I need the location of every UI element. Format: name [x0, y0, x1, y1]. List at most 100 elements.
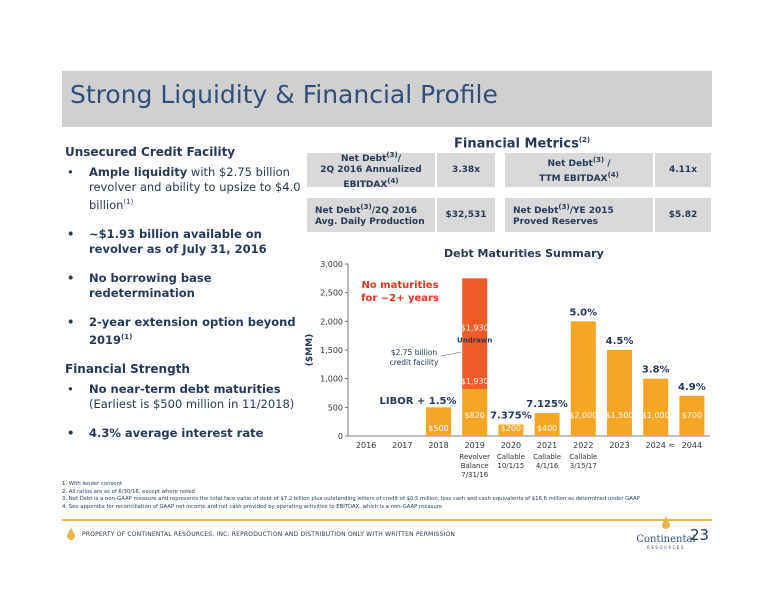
- bullet-dot: •: [67, 381, 74, 396]
- credit-facility-heading: Unsecured Credit Facility: [65, 145, 236, 159]
- rate-label: 4.5%: [606, 336, 634, 347]
- x-tick-label: 2018: [428, 441, 448, 450]
- bullet-available-text: ~$1.93 billion available on revolver as …: [89, 226, 267, 256]
- bar: [643, 378, 669, 436]
- y-tick-label: 3,000: [320, 260, 343, 269]
- bar-value-label: $400: [537, 424, 557, 433]
- bar-value-label: $200: [501, 424, 521, 433]
- bar: [462, 278, 488, 389]
- bullet-maturities-text: (Earliest is $500 million in 11/2018): [89, 396, 295, 411]
- company-logo: Continental RESOURCES: [636, 514, 696, 550]
- axis-break-mark: ≈: [668, 441, 676, 451]
- footnote: 3. Net Debt is a non-GAAP measure and re…: [62, 496, 640, 503]
- metrics-row: Net Debt(3)/2Q 2016 Avg. Daily Production…: [306, 197, 712, 233]
- no-maturities-label: No maturities: [361, 280, 438, 291]
- x-sub-label: 4/1/16: [536, 462, 559, 470]
- bar-value-label: $1,930: [461, 377, 489, 386]
- footnote-ref: (2): [578, 136, 591, 144]
- bar-value-label: $2,000: [569, 411, 597, 420]
- bullet-interest: • 4.3% average interest rate: [65, 426, 305, 441]
- title-band: [62, 71, 712, 127]
- bullet-liquidity-text: with $2.75 billion revolver and ability …: [89, 165, 301, 212]
- financial-metrics-title-text: Financial Metrics: [454, 136, 579, 152]
- facility-note: $2.75 billion: [391, 348, 438, 357]
- footnote: 4. See appendix for reconciliation of GA…: [62, 503, 443, 510]
- bar: [607, 350, 632, 436]
- bullet-dot: •: [67, 314, 75, 329]
- page-title: Strong Liquidity & Financial Profile: [70, 80, 498, 109]
- metrics-row: Net Debt(3)/2Q 2016 Annualized EBITDAX(4…: [306, 151, 712, 190]
- undrawn-label: Undrawn: [457, 337, 492, 345]
- bar: [679, 395, 705, 436]
- undrawn-value-label: $1,930: [461, 324, 489, 333]
- bar: [462, 388, 488, 436]
- rate-label: 7.375%: [490, 411, 532, 422]
- financial-strength-heading: Financial Strength: [65, 361, 190, 376]
- bar-value-label: $820: [465, 411, 485, 420]
- debt-maturities-chart: 0 500 1,000 1,500 2,000 2,500 3,000 ($MM) 2016 20…: [305, 260, 710, 479]
- rate-label: 5.0%: [569, 307, 597, 318]
- no-maturities-label: for ~2+ years: [361, 293, 439, 304]
- x-tick-label: 2016: [356, 441, 376, 450]
- footnote: 2. All ratios are as of 6/30/16, except …: [62, 488, 195, 495]
- y-tick-label: 500: [328, 403, 343, 412]
- page-number: 23: [690, 526, 710, 544]
- y-tick-label: 1,000: [320, 375, 343, 384]
- bar: [498, 424, 524, 436]
- x-tick-label: 2023: [609, 441, 629, 450]
- libor-label: LIBOR + 1.5%: [380, 396, 457, 407]
- x-tick-label: 2024: [646, 441, 666, 450]
- x-sub-label: Callable: [497, 453, 525, 461]
- chart-title: Debt Maturities Summary: [444, 247, 604, 260]
- rate-label: 3.8%: [642, 365, 670, 376]
- x-tick-label: 2044: [682, 441, 702, 450]
- footer-rule: [62, 519, 712, 521]
- rate-label: 7.125%: [526, 399, 568, 410]
- bullet-maturities: • No near-term debt maturities (Earliest i…: [65, 382, 305, 412]
- x-tick-label: 2019: [465, 441, 485, 450]
- facility-note: credit facility: [390, 358, 439, 367]
- bullet-dot: •: [67, 270, 75, 285]
- bullet-liquidity-bold: Ample liquidity: [89, 165, 188, 179]
- x-sub-label: Revolver: [459, 453, 490, 461]
- metric-label: Net Debt(3)/2Q 2016 Avg. Daily Production: [306, 197, 436, 233]
- bullet-dot: •: [67, 425, 75, 440]
- bullet-available: • ~$1.93 billion available on revolver as…: [65, 227, 305, 257]
- footnotes: 1. With lender consent 2. All ratios are…: [62, 481, 640, 511]
- facility-note-line: [440, 351, 462, 357]
- y-tick-label: 2,500: [320, 289, 343, 298]
- metric-value: $32,531: [436, 197, 496, 233]
- x-tick-label: 2022: [573, 441, 593, 450]
- bullet-dot: •: [67, 226, 75, 241]
- metric-value: 4.11x: [654, 152, 712, 188]
- bar-value-label: $500: [428, 424, 448, 433]
- y-axis-label: ($MM): [305, 334, 315, 366]
- bullet-interest-text: 4.3% average interest rate: [89, 425, 264, 440]
- oil-drop-icon: [67, 526, 75, 540]
- financial-metrics-table: Net Debt(3)/2Q 2016 Annualized EBITDAX(4…: [306, 151, 712, 242]
- x-sub-label: Callable: [569, 453, 597, 461]
- metric-label: Net Debt(3)/YE 2015 Proved Reserves: [504, 197, 654, 233]
- metric-label: Net Debt(3)/2Q 2016 Annualized EBITDAX(4…: [306, 151, 436, 190]
- y-tick-label: 2,000: [320, 317, 343, 326]
- bullet-dot: •: [67, 165, 74, 179]
- footnote-ref: (1): [121, 332, 133, 341]
- metric-value: $5.82: [654, 197, 712, 233]
- x-tick-label: 2020: [501, 441, 521, 450]
- bullet-liquidity: • Ample liquidity with $2.75 billion revo…: [65, 165, 305, 213]
- footnote-ref: (1): [123, 198, 134, 206]
- y-tick-label: 0: [338, 432, 343, 441]
- y-tick-label: 1,500: [320, 346, 343, 355]
- bar: [534, 413, 560, 436]
- x-sub-label: Balance: [461, 462, 489, 470]
- footnote: 1. With lender consent: [62, 481, 122, 487]
- x-sub-label: Callable: [533, 453, 561, 461]
- rate-label: 4.9%: [678, 382, 706, 393]
- logo-name: Continental: [636, 534, 696, 545]
- metric-value: 3.38x: [436, 152, 496, 188]
- bar: [570, 321, 596, 436]
- bullet-extension-text: 2-year extension option beyond 2019: [89, 314, 296, 347]
- strength-bullets: • No near-term debt maturities (Earliest i…: [65, 382, 305, 441]
- x-tick-label: 2017: [392, 441, 412, 450]
- bullet-maturities-bold: No near-term debt maturities: [89, 381, 281, 396]
